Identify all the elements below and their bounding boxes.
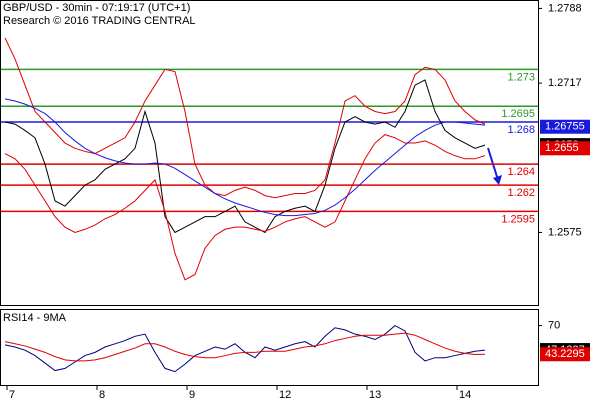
chart-title: GBP/USD - 30min - 07:19:17 (UTC+1) <box>3 2 190 14</box>
forecast-arrowhead <box>493 175 502 185</box>
series-line <box>4 332 486 362</box>
series-line <box>4 134 486 281</box>
value-box-label: 43.2295 <box>545 348 585 360</box>
level-label: 1.264 <box>507 166 535 178</box>
value-box <box>540 141 590 156</box>
series-line <box>4 37 486 199</box>
value-box-label: 1.2655 <box>545 142 579 154</box>
x-tick-label: 7 <box>9 389 15 400</box>
level-label: 1.268 <box>507 124 535 136</box>
x-tick-label: 12 <box>279 389 291 400</box>
x-tick-label: 13 <box>369 389 381 400</box>
value-box <box>540 119 590 134</box>
x-tick-label: 8 <box>99 389 105 400</box>
price-panel <box>0 0 539 306</box>
x-tick-label: 9 <box>189 389 195 400</box>
series-line <box>4 98 486 217</box>
y-tick-label: 70 <box>548 319 560 331</box>
level-label: 1.2695 <box>501 108 535 120</box>
x-tick-label: 14 <box>459 389 471 400</box>
value-box <box>540 347 590 362</box>
chart-subtitle: Research © 2016 TRADING CENTRAL <box>3 15 196 27</box>
series-line <box>4 324 486 373</box>
series-line <box>4 79 486 234</box>
y-tick-label: 1.2575 <box>548 226 582 238</box>
y-tick-label: 1.2788 <box>548 2 582 14</box>
value-box-label: 1.26755 <box>545 121 585 133</box>
rsi-title: RSI14 - 9MA <box>3 312 67 324</box>
level-label: 1.273 <box>507 71 535 83</box>
level-label: 1.262 <box>507 187 535 199</box>
rsi-panel <box>0 309 539 386</box>
y-tick-label: 1.2717 <box>548 77 582 89</box>
level-label: 1.2595 <box>501 213 535 225</box>
